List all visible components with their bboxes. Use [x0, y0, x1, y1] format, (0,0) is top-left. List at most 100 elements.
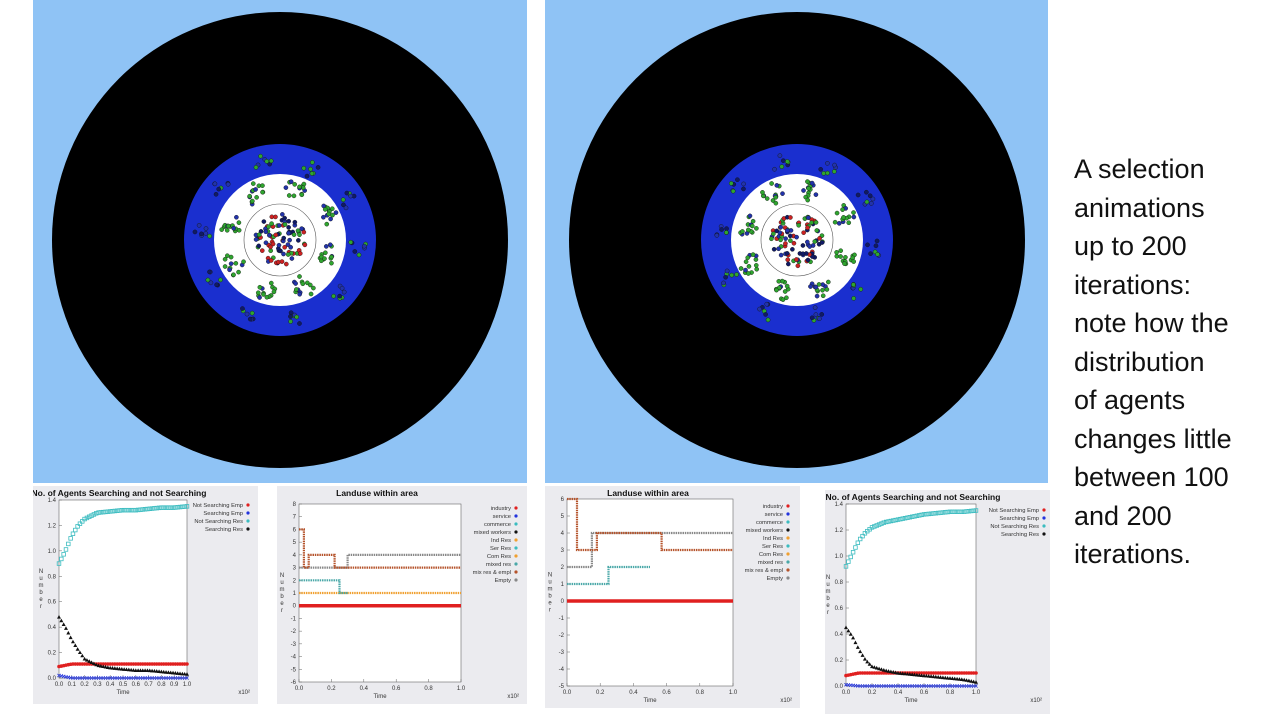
chart-title: No. of Agents Searching and not Searchin…: [33, 488, 206, 498]
data-point: [119, 508, 125, 513]
legend-marker: [786, 544, 790, 548]
agent-dot: [821, 171, 826, 176]
agent-dot: [308, 166, 313, 172]
y-axis-letter: u: [39, 576, 42, 582]
data-point: [891, 670, 896, 674]
agent-dot: [225, 253, 230, 258]
data-point: [112, 508, 118, 514]
legend-marker: [1042, 508, 1046, 512]
agent-dot: [250, 198, 255, 204]
data-point: [140, 507, 145, 512]
data-point: [857, 536, 863, 542]
agent-dot: [247, 193, 252, 199]
legend-marker: [1042, 516, 1046, 520]
data-point: [70, 639, 75, 644]
data-point: [881, 668, 886, 672]
y-tick-label: -5: [559, 684, 565, 690]
agent-dot: [283, 185, 289, 190]
y-axis-letter: b: [548, 594, 552, 600]
agent-dot: [805, 225, 810, 230]
agent-dot: [213, 191, 219, 197]
y-tick-label: 5: [561, 514, 565, 520]
legend-marker: [1042, 532, 1046, 536]
agent-dot: [806, 215, 811, 220]
agent-dot: [734, 272, 739, 277]
data-point: [862, 657, 867, 661]
y-tick-label: -4: [559, 667, 565, 673]
series-group: [567, 497, 733, 603]
x-tick-label: 0.2: [868, 690, 877, 696]
agent-dot: [771, 231, 776, 237]
legend-label: Empty: [495, 578, 512, 584]
data-point: [66, 630, 71, 635]
x-scale-label: x10²: [238, 690, 250, 696]
caption-line: iterations.: [1074, 539, 1192, 569]
data-point: [177, 504, 183, 510]
agent-dot: [794, 257, 799, 262]
agent-dot: [864, 189, 869, 195]
legend-marker: [786, 568, 790, 572]
agent-dot: [774, 183, 780, 188]
data-point: [974, 680, 978, 684]
agent-dot: [779, 164, 785, 169]
y-tick-label: 1.0: [48, 549, 57, 555]
y-tick-label: 0.8: [48, 574, 57, 580]
legend-label: Not Searching Emp: [193, 503, 243, 509]
series-line: [299, 528, 461, 569]
agent-dot: [264, 159, 270, 164]
agent-dot: [820, 293, 826, 299]
data-point: [966, 678, 971, 683]
y-tick-label: -6: [291, 680, 297, 686]
legend-marker: [786, 560, 790, 564]
x-tick-label: 0.0: [55, 682, 64, 688]
data-point: [133, 507, 138, 513]
y-axis-letter: u: [826, 582, 829, 588]
data-point: [154, 505, 159, 511]
x-tick-label: 0.0: [295, 686, 304, 692]
y-tick-label: 2: [561, 565, 565, 571]
agent-dot: [293, 287, 299, 292]
y-axis-letter: b: [39, 590, 43, 596]
data-point: [973, 508, 979, 513]
y-tick-label: -2: [559, 633, 565, 639]
agent-dot: [233, 261, 239, 266]
y-tick-label: 0.4: [48, 625, 57, 631]
agent-dot: [247, 316, 253, 322]
agent-dot: [222, 264, 228, 269]
data-point: [877, 666, 882, 671]
legend-label: Ind Res: [491, 538, 511, 544]
agent-dot: [260, 183, 265, 188]
agent-dot: [299, 226, 304, 231]
y-tick-label: 4: [293, 553, 297, 559]
x-tick-label: 0.0: [563, 690, 572, 696]
agent-dot: [297, 274, 302, 279]
data-point: [145, 506, 150, 512]
agent-dot: [255, 290, 261, 296]
agent-dot: [214, 282, 219, 288]
agent-dot: [322, 207, 328, 212]
y-tick-label: 0.6: [48, 600, 57, 606]
agent-dot: [286, 193, 292, 198]
y-axis-letter: e: [548, 601, 552, 607]
y-axis-letter: b: [826, 596, 830, 602]
series-not-searching-emp: [57, 662, 189, 669]
data-point: [964, 678, 969, 682]
legend-marker: [514, 570, 518, 574]
data-point: [869, 525, 875, 530]
y-axis-letter: N: [548, 573, 552, 579]
agent-dot: [729, 272, 735, 278]
data-point: [161, 505, 166, 510]
agent-dot: [800, 251, 806, 257]
agent-dot: [301, 165, 307, 171]
agent-dot: [776, 279, 782, 284]
agent-dot: [869, 201, 874, 206]
agent-dot: [224, 228, 230, 233]
agent-dot: [199, 231, 204, 237]
agent-dot: [728, 181, 734, 186]
caption-line: A selection: [1074, 154, 1205, 184]
data-point: [126, 507, 132, 513]
agent-dot: [817, 236, 822, 241]
agent-dot: [743, 267, 748, 273]
agent-dot: [241, 259, 246, 265]
